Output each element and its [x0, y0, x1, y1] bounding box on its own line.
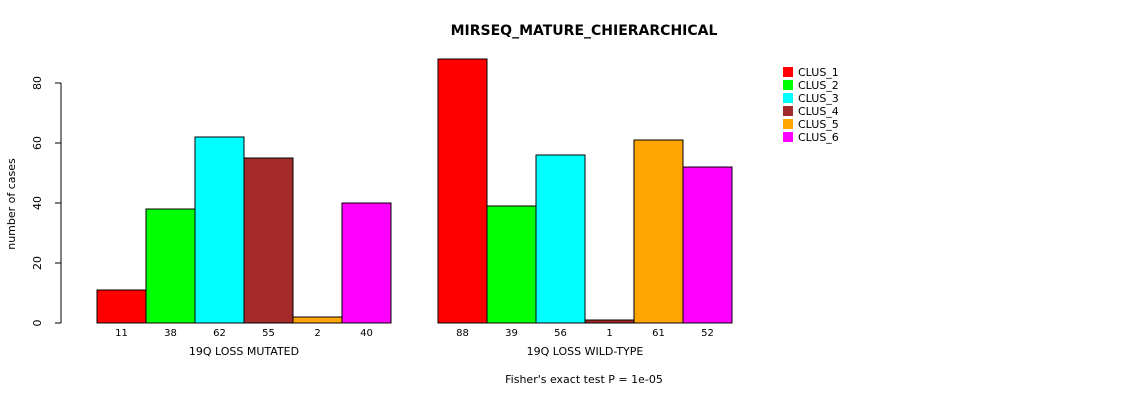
y-tick-label: 20: [31, 256, 44, 270]
legend-entry: CLUS_6: [798, 131, 839, 144]
legend-swatch: [783, 80, 793, 90]
y-tick-label: 60: [31, 136, 44, 150]
bar-clus-1-group-1: [96, 289, 147, 324]
y-axis-label: number of cases: [5, 158, 18, 250]
bar-value-label: 1: [606, 328, 612, 339]
bar-value-label: 38: [164, 328, 177, 339]
bar-clus-5-group-2: [633, 139, 684, 324]
bar-clus-6-group-1: [341, 202, 392, 324]
bars: [96, 58, 733, 324]
bar-clus-3-group-2: [535, 154, 586, 324]
bar-value-label: 2: [314, 328, 320, 339]
legend-swatch: [783, 93, 793, 103]
bar-clus-4-group-2: [584, 319, 635, 324]
bar-value-label: 88: [456, 328, 469, 339]
y-tick-label: 40: [31, 196, 44, 210]
chart-title: MIRSEQ_MATURE_CHIERARCHICAL: [451, 23, 718, 39]
legend-entry: CLUS_1: [798, 66, 839, 79]
legend-swatch: [783, 119, 793, 129]
bar-value-label: 56: [554, 328, 567, 339]
bar-value-label: 40: [360, 328, 373, 339]
legend-entry: CLUS_3: [798, 92, 839, 105]
bar-clus-3-group-1: [194, 136, 245, 324]
y-tick-label: 80: [31, 76, 44, 90]
legend-swatch: [783, 132, 793, 142]
bar-clus-5-group-1: [292, 316, 343, 324]
bar-value-label: 39: [505, 328, 518, 339]
bar-value-label: 52: [701, 328, 714, 339]
bar-value-labels: 11 38 62 55 2 40 88 39 56 1 61 52: [115, 328, 714, 339]
legend-entry: CLUS_2: [798, 79, 839, 92]
bar-value-label: 55: [262, 328, 275, 339]
bar-value-label: 11: [115, 328, 128, 339]
bar-value-label: 61: [652, 328, 665, 339]
group-label: 19Q LOSS MUTATED: [189, 345, 299, 358]
legend-entry: CLUS_4: [798, 105, 839, 118]
group-labels: 19Q LOSS MUTATED 19Q LOSS WILD-TYPE: [189, 345, 644, 358]
bar-clus-2-group-1: [145, 208, 196, 324]
bar-value-label: 62: [213, 328, 226, 339]
legend-entry: CLUS_5: [798, 118, 839, 131]
fisher-test-footnote: Fisher's exact test P = 1e-05: [505, 373, 663, 386]
legend-swatch: [783, 106, 793, 116]
bar-clus-1-group-2: [437, 58, 488, 324]
legend-swatch: [783, 67, 793, 77]
bar-clus-2-group-2: [486, 205, 537, 324]
bar-clus-4-group-1: [243, 157, 294, 324]
group-label: 19Q LOSS WILD-TYPE: [527, 345, 644, 358]
y-tick-label: 0: [31, 320, 44, 327]
bar-clus-6-group-2: [682, 166, 733, 324]
y-axis: 0 20 40 60 80: [31, 76, 62, 327]
